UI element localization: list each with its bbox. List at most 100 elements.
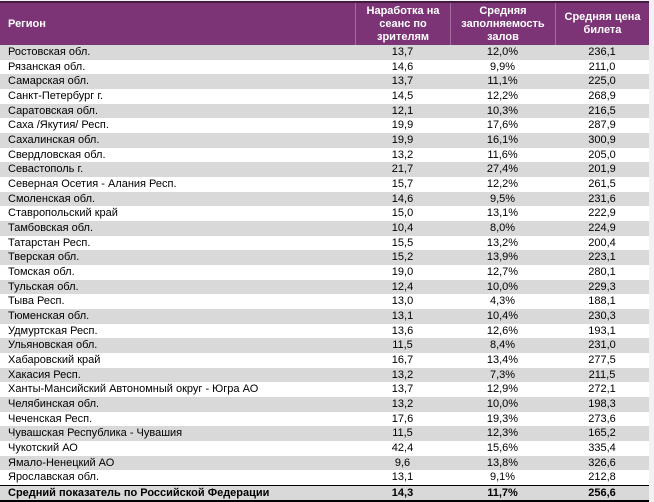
sessions-cell: 11,5 [392, 339, 413, 352]
region-cell: Тюменская обл. [8, 310, 90, 323]
occupancy-cell: 15,6% [486, 442, 519, 455]
table-row: Саха /Якутия/ Респ. 19,9 17,6% 287,9 [0, 118, 649, 134]
price-cell: 273,6 [588, 412, 616, 425]
sessions-cell: 14,6 [391, 60, 414, 73]
table-row: Татарстан Респ. 15,5 13,2% 200,4 [0, 235, 649, 251]
price-cell: 335,4 [588, 442, 616, 455]
table-row: Ямало-Ненецкий АО 9,6 13,8% 326,6 [0, 455, 649, 471]
table-row: Чувашская Республика - Чувашия 11,5 12,3… [0, 426, 649, 442]
price-cell: 222,9 [588, 207, 616, 220]
region-cell: Чувашская Республика - Чувашия [8, 427, 183, 440]
occupancy-cell: 7,3% [489, 368, 516, 381]
occupancy-cell: 19,3% [486, 412, 519, 425]
sessions-cell: 12,1 [391, 104, 414, 117]
table-row: Смоленская обл. 14,6 9,5% 231,6 [0, 191, 649, 207]
summary-occupancy-value: 11,7% [487, 487, 518, 500]
sessions-cell: 15,0 [391, 207, 414, 220]
table-row: Челябинская обл. 13,2 10,0% 198,3 [0, 397, 649, 412]
occupancy-cell: 27,4% [486, 163, 519, 176]
summary-row: Средний показатель по Российской Федерац… [0, 485, 649, 502]
price-cell: 225,0 [588, 75, 616, 88]
sessions-cell: 16,7 [391, 354, 414, 367]
region-cell: Северная Осетия - Алания Респ. [8, 178, 177, 191]
table-row: Чукотский АО 42,4 15,6% 335,4 [0, 441, 649, 456]
region-cell: Севастополь г. [8, 163, 84, 176]
region-cell: Ульяновская обл. [8, 339, 98, 352]
sessions-cell: 13,7 [391, 75, 414, 88]
region-cell: Санкт-Петербург г. [8, 90, 104, 103]
region-cell: Саратовская обл. [8, 104, 99, 117]
table-row: Свердловская обл. 13,2 11,6% 205,0 [0, 147, 649, 163]
occupancy-cell: 10,3% [486, 104, 519, 117]
region-cell: Рязанская обл. [8, 60, 86, 73]
table-row: Ярославская обл. 13,1 9,1% 212,8 [0, 470, 649, 486]
sessions-cell: 14,6 [391, 192, 414, 205]
region-cell: Тамбовская обл. [8, 222, 94, 235]
table-row: Тыва Респ. 13,0 4,3% 188,1 [0, 294, 649, 310]
occupancy-cell: 17,6% [486, 119, 519, 132]
column-header-sessions-per-screening: Наработка на сеанс по зрителям [355, 3, 450, 45]
summary-label: Средний показатель по Российской Федерац… [8, 487, 270, 500]
table-row: Самарская обл. 13,7 11,1% 225,0 [0, 74, 649, 90]
table-row: Удмуртская Респ. 13,6 12,6% 193,1 [0, 323, 649, 339]
sessions-cell: 13,1 [391, 310, 414, 323]
price-cell: 231,6 [588, 192, 616, 205]
occupancy-cell: 12,7% [486, 266, 519, 279]
region-cell: Ямало-Ненецкий АО [8, 456, 115, 469]
price-cell: 268,9 [588, 90, 616, 103]
table-row: Тульская обл. 12,4 10,0% 229,3 [0, 279, 649, 295]
table-row: Рязанская обл. 14,6 9,9% 211,0 [0, 59, 649, 75]
region-cell: Чеченская Респ. [8, 412, 93, 425]
region-cell: Ярославская обл. [8, 471, 100, 484]
sessions-cell: 19,9 [391, 119, 414, 132]
price-cell: 231,0 [588, 339, 616, 352]
table-header-row: Регион Наработка на сеанс по зрителям Ср… [0, 3, 649, 45]
region-cell: Тыва Респ. [8, 295, 65, 308]
price-cell: 198,3 [588, 398, 616, 411]
occupancy-cell: 11,6% [487, 148, 518, 161]
occupancy-cell: 8,0% [489, 222, 516, 235]
occupancy-cell: 10,0% [486, 280, 519, 293]
region-cell: Хакасия Респ. [8, 368, 81, 381]
price-cell: 230,3 [588, 310, 616, 323]
sessions-cell: 17,6 [391, 412, 414, 425]
table-body: Ростовская обл. 13,7 12,0% 236,1 Рязанск… [0, 45, 649, 486]
occupancy-cell: 9,9% [489, 60, 516, 73]
table-row: Хакасия Респ. 13,2 7,3% 211,5 [0, 367, 649, 383]
price-cell: 280,1 [588, 266, 616, 279]
sessions-cell: 13,7 [391, 46, 414, 58]
occupancy-cell: 13,2% [486, 236, 519, 249]
price-cell: 201,9 [588, 163, 616, 176]
price-cell: 212,8 [588, 471, 616, 484]
column-header-avg-ticket-price: Средняя цена билета [555, 3, 649, 45]
table-row: Сахалинская обл. 19,9 16,1% 300,9 [0, 133, 649, 148]
occupancy-cell: 4,3% [489, 295, 516, 308]
occupancy-cell: 10,0% [486, 398, 519, 411]
column-header-avg-occupancy: Средняя заполняемость залов [450, 3, 555, 45]
price-cell: 223,1 [588, 251, 616, 264]
price-cell: 300,9 [588, 134, 616, 147]
sessions-cell: 13,6 [391, 324, 414, 337]
table-row: Северная Осетия - Алания Респ. 15,7 12,2… [0, 177, 649, 192]
region-cell: Самарская обл. [8, 75, 90, 88]
occupancy-cell: 9,1% [489, 471, 516, 484]
occupancy-cell: 12,2% [486, 90, 519, 103]
table-row: Ульяновская обл. 11,5 8,4% 231,0 [0, 338, 649, 354]
region-cell: Чукотский АО [8, 442, 78, 455]
price-cell: 261,5 [588, 178, 616, 191]
region-cell: Тверская обл. [8, 251, 80, 264]
table-row: Ханты-Мансийский Автономный округ - Югра… [0, 382, 649, 398]
sessions-cell: 13,2 [391, 148, 414, 161]
price-cell: 277,5 [588, 354, 616, 367]
occupancy-cell: 8,4% [489, 339, 516, 352]
table-row: Ростовская обл. 13,7 12,0% 236,1 [0, 45, 649, 60]
sessions-cell: 19,9 [391, 134, 414, 147]
sessions-cell: 15,5 [391, 236, 414, 249]
sessions-cell: 13,2 [391, 398, 414, 411]
table-row: Тверская обл. 15,2 13,9% 223,1 [0, 250, 649, 266]
region-cell: Ханты-Мансийский Автономный округ - Югра… [8, 383, 259, 396]
region-cell: Ставропольский край [8, 207, 118, 220]
region-cell: Тульская обл. [8, 280, 79, 293]
table-row: Чеченская Респ. 17,6 19,3% 273,6 [0, 411, 649, 427]
